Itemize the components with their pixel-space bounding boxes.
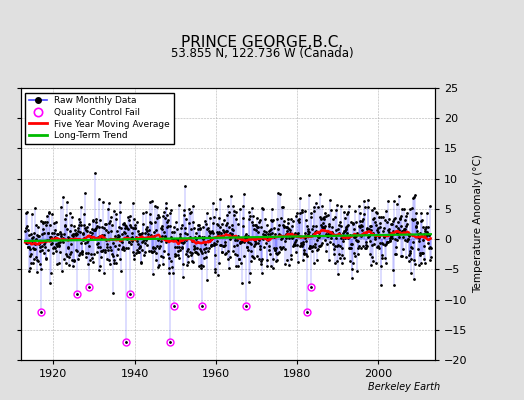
- Text: PRINCE GEORGE,B.C.: PRINCE GEORGE,B.C.: [181, 35, 343, 50]
- Y-axis label: Temperature Anomaly (°C): Temperature Anomaly (°C): [473, 154, 483, 294]
- Text: Berkeley Earth: Berkeley Earth: [368, 382, 440, 392]
- Legend: Raw Monthly Data, Quality Control Fail, Five Year Moving Average, Long-Term Tren: Raw Monthly Data, Quality Control Fail, …: [26, 92, 174, 144]
- Text: 53.855 N, 122.736 W (Canada): 53.855 N, 122.736 W (Canada): [171, 47, 353, 60]
